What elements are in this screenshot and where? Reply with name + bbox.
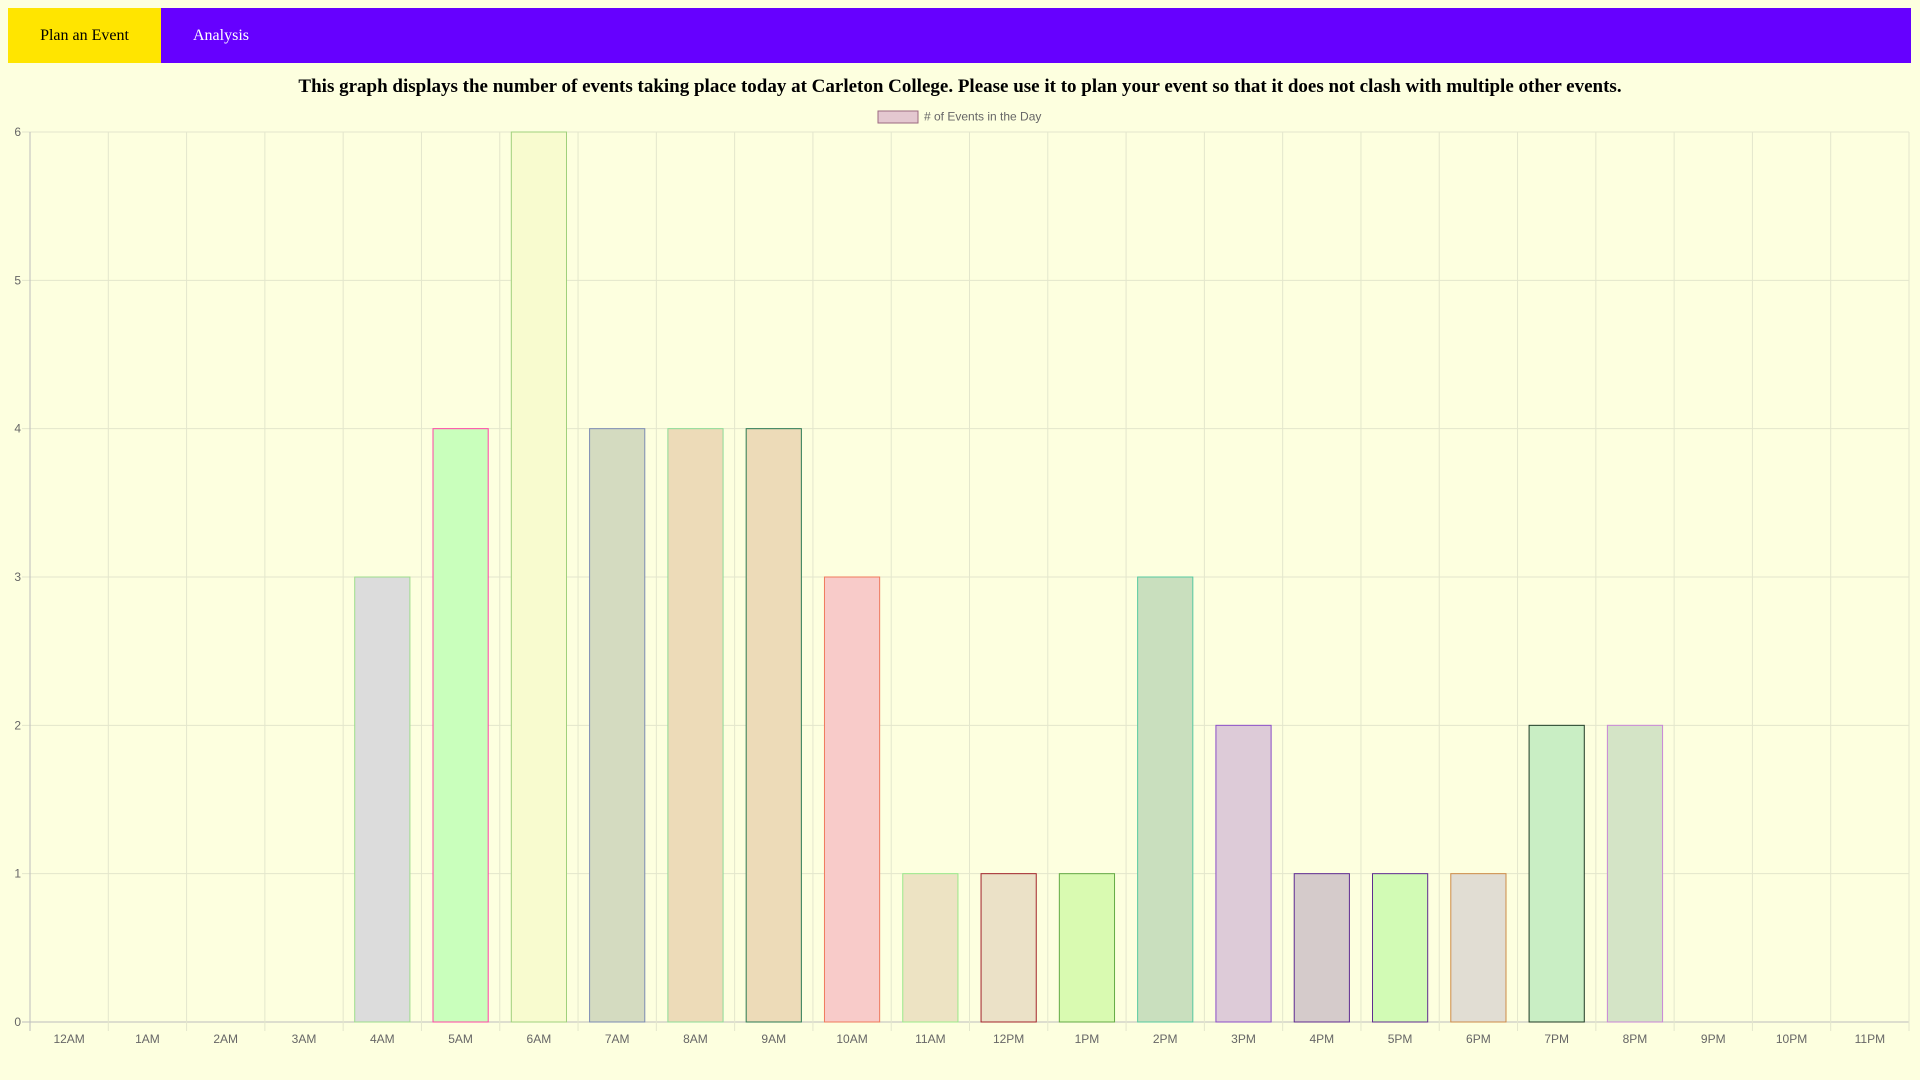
bar-layer xyxy=(354,131,1664,1023)
bar xyxy=(589,428,646,1023)
x-tick-label: 2AM xyxy=(213,1032,238,1046)
x-tick-label: 4PM xyxy=(1309,1032,1334,1046)
bar xyxy=(1372,873,1429,1023)
x-tick-label: 3AM xyxy=(292,1032,317,1046)
y-tick-label: 3 xyxy=(14,570,21,584)
x-tick-label: 6AM xyxy=(527,1032,552,1046)
bar xyxy=(823,576,881,1023)
y-tick-label: 4 xyxy=(14,422,21,436)
y-tick-label: 5 xyxy=(14,273,21,287)
bar xyxy=(1058,873,1116,1023)
chart-legend: # of Events in the Day xyxy=(877,110,1041,124)
bar xyxy=(1606,724,1664,1023)
y-tick-label: 0 xyxy=(14,1015,21,1029)
x-tick-label: 8PM xyxy=(1623,1032,1648,1046)
bar xyxy=(354,576,411,1023)
x-tick-label: 7AM xyxy=(605,1032,630,1046)
y-tick-label: 2 xyxy=(14,718,21,732)
x-tick-label: 9AM xyxy=(761,1032,786,1046)
x-tick-label: 11AM xyxy=(915,1032,945,1046)
bar xyxy=(432,428,489,1023)
x-tick-label: 4AM xyxy=(370,1032,395,1046)
x-tick-label: 11PM xyxy=(1855,1032,1885,1046)
y-tick-label: 1 xyxy=(14,867,21,881)
page-title: This graph displays the number of events… xyxy=(298,76,1622,97)
grid-layer xyxy=(22,131,1910,1031)
nav-plan-event[interactable]: Plan an Event xyxy=(8,8,161,63)
x-tick-label: 12PM xyxy=(993,1032,1024,1046)
bar xyxy=(745,428,802,1023)
x-tick-label: 9PM xyxy=(1701,1032,1726,1046)
x-tick-label: 8AM xyxy=(683,1032,708,1046)
x-tick-label: 1PM xyxy=(1075,1032,1100,1046)
x-tick-label: 7PM xyxy=(1544,1032,1569,1046)
x-tick-label: 5PM xyxy=(1388,1032,1413,1046)
x-tick-label: 6PM xyxy=(1466,1032,1491,1046)
x-tick-label: 12AM xyxy=(53,1032,84,1046)
top-navbar: Plan an Event Analysis xyxy=(8,8,1911,63)
x-tick-label: 10PM xyxy=(1776,1032,1807,1046)
axis-layer: 0 1 2 3 4 5 6 12AM 1AM 2AM 3AM 4AM 5AM 6AM 7AM 8AM 9AM 10… xyxy=(14,125,1885,1046)
y-tick-label: 6 xyxy=(14,125,21,139)
bar xyxy=(980,873,1037,1023)
bar xyxy=(1528,724,1585,1023)
x-tick-label: 3PM xyxy=(1231,1032,1256,1046)
bar xyxy=(510,131,567,1023)
x-tick-label: 5AM xyxy=(448,1032,473,1046)
bar xyxy=(1450,873,1507,1023)
x-tick-label: 1AM xyxy=(135,1032,160,1046)
nav-analysis[interactable]: Analysis xyxy=(193,26,249,44)
bar xyxy=(902,873,959,1023)
events-bar-chart: 0 1 2 3 4 5 6 12AM 1AM 2AM 3AM 4AM 5AM 6AM 7AM 8AM 9AM 10… xyxy=(14,110,1910,1046)
x-tick-label: 2PM xyxy=(1153,1032,1178,1046)
bar xyxy=(667,428,724,1023)
legend-label: # of Events in the Day xyxy=(924,110,1041,124)
legend-swatch xyxy=(877,110,919,124)
x-tick-label: 10AM xyxy=(836,1032,867,1046)
bar xyxy=(1215,724,1272,1023)
bar xyxy=(1137,576,1194,1023)
bar xyxy=(1293,873,1350,1023)
